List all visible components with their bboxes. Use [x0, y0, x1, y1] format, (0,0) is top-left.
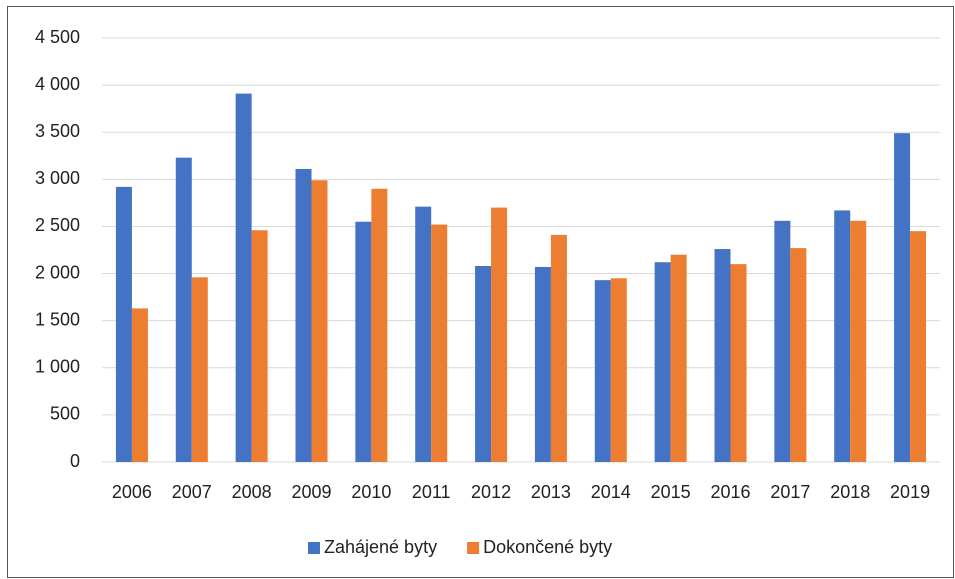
bar: [894, 133, 911, 463]
bar: [191, 277, 208, 462]
bar: [774, 220, 791, 462]
bar: [670, 254, 687, 462]
x-tick-label: 2017: [770, 482, 810, 502]
x-tick-label: 2009: [291, 482, 331, 502]
bar: [131, 308, 148, 462]
bar: [594, 280, 611, 462]
x-tick-label: 2006: [112, 482, 152, 502]
x-tick-label: 2008: [232, 482, 272, 502]
y-tick-label: 3 000: [35, 168, 80, 188]
x-tick-label: 2014: [591, 482, 631, 502]
legend-label: Dokončené byty: [483, 537, 612, 557]
bar: [295, 168, 312, 463]
x-tick-label: 2007: [172, 482, 212, 502]
bar: [730, 264, 747, 462]
bar: [431, 224, 448, 462]
x-tick-label: 2010: [351, 482, 391, 502]
x-tick-label: 2011: [412, 482, 451, 502]
legend-swatch: [467, 542, 480, 554]
y-tick-label: 500: [50, 404, 80, 424]
legend-label: Zahájené byty: [324, 537, 437, 557]
bar: [235, 93, 252, 462]
bar: [415, 206, 432, 462]
x-tick-label: 2019: [890, 482, 930, 502]
legend-swatch: [308, 542, 320, 554]
y-tick-label: 1 000: [35, 357, 80, 377]
x-tick-label: 2015: [651, 482, 691, 502]
bar: [175, 157, 192, 462]
bar: [834, 210, 851, 462]
bar: [355, 221, 372, 462]
bar: [475, 266, 492, 462]
x-tick-label: 2018: [830, 482, 870, 502]
x-tick-label: 2013: [531, 482, 571, 502]
bar: [610, 278, 627, 462]
bar: [550, 234, 567, 462]
bar: [910, 231, 927, 462]
x-tick-label: 2012: [471, 482, 511, 502]
x-tick-label: 2016: [710, 482, 750, 502]
y-tick-label: 1 500: [35, 309, 80, 329]
bar: [790, 248, 807, 462]
y-tick-label: 4 000: [35, 74, 80, 94]
y-tick-label: 3 500: [35, 121, 80, 141]
y-tick-label: 2 500: [35, 215, 80, 235]
y-tick-label: 4 500: [35, 27, 80, 47]
bar: [534, 266, 551, 462]
bar: [115, 186, 132, 463]
bar: [850, 220, 867, 462]
y-tick-label: 2 000: [35, 262, 80, 282]
bar: [311, 180, 328, 462]
y-tick-label: 0: [70, 451, 80, 471]
bar: [371, 188, 388, 462]
bar: [654, 262, 671, 462]
bar: [714, 249, 731, 462]
bar: [251, 230, 268, 462]
bar: [491, 207, 508, 462]
